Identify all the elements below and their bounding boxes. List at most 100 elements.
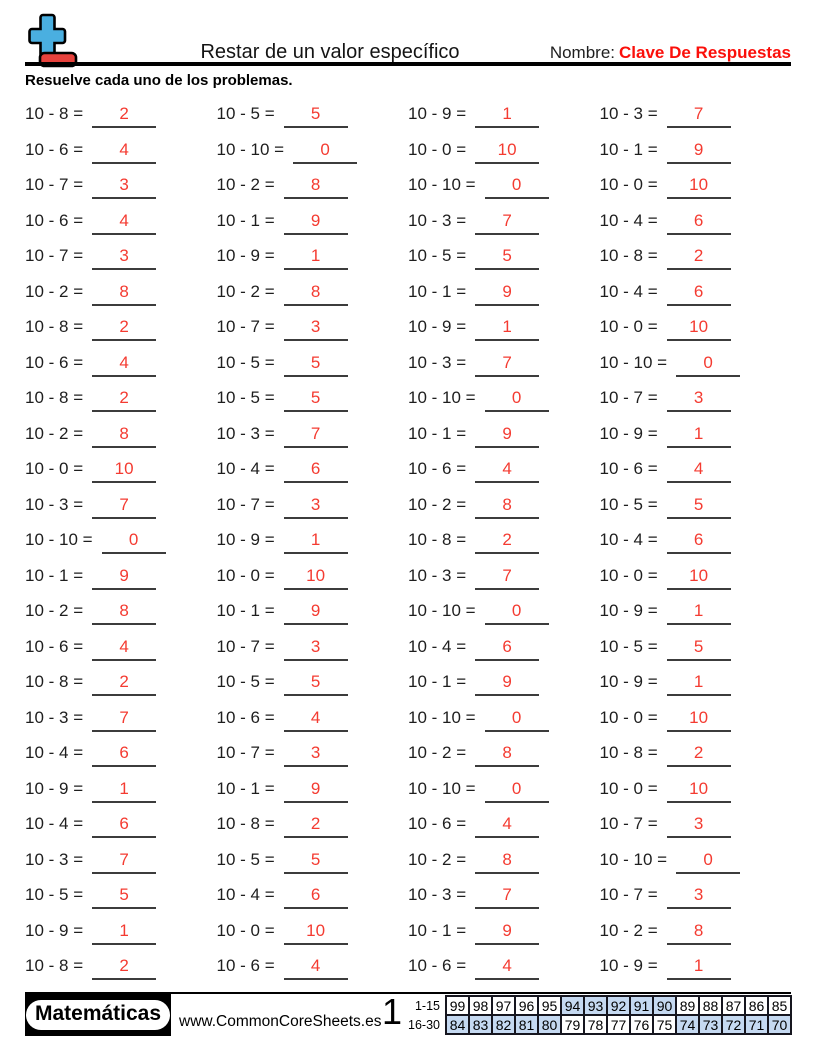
- answer-value: 2: [693, 246, 704, 266]
- answer-value: 8: [502, 849, 512, 869]
- answer-value: 7: [119, 494, 129, 514]
- answer-value: 2: [502, 530, 512, 550]
- problem-question: 10 - 6 =: [408, 814, 467, 834]
- answer-value: 8: [310, 281, 321, 301]
- problem: 10 - 0 = 10: [600, 309, 792, 345]
- problem: 10 - 8 = 2: [25, 380, 217, 416]
- problem: 10 - 10 = 0: [600, 345, 792, 381]
- score-cell: 86: [744, 995, 769, 1016]
- answer-value: 10: [306, 920, 326, 940]
- answer-value: 1: [119, 920, 129, 940]
- answer-value: 7: [502, 885, 512, 905]
- answer-line: 0: [676, 851, 741, 874]
- answer-value: 4: [310, 956, 321, 976]
- instruction-text: Resuelve cada uno de los problemas.: [25, 72, 293, 89]
- answer-value: 5: [693, 494, 704, 514]
- problem-question: 10 - 1 =: [216, 601, 275, 621]
- answer-value: 9: [119, 565, 129, 585]
- problem: 10 - 8 = 2: [25, 309, 217, 345]
- answer-line: 4: [475, 957, 540, 981]
- problem-question: 10 - 4 =: [25, 743, 84, 763]
- answer-value: 3: [310, 317, 321, 337]
- problem-question: 10 - 3 =: [408, 352, 467, 372]
- answer-value: 7: [119, 707, 129, 727]
- problem: 10 - 5 = 5: [408, 238, 600, 274]
- answer-value: 6: [693, 281, 704, 301]
- answer-value: 1: [502, 104, 512, 123]
- answer-value: 5: [119, 885, 129, 905]
- answer-value: 8: [693, 920, 704, 940]
- problem-question: 10 - 3 =: [599, 104, 658, 123]
- problem: 10 - 5 = 5: [217, 345, 409, 381]
- answer-value: 7: [502, 210, 512, 230]
- score-cell: 94: [560, 995, 585, 1016]
- answer-line: 7: [92, 851, 157, 874]
- answer-line: 1: [475, 318, 540, 342]
- problem: 10 - 7 = 3: [25, 238, 217, 274]
- score-cell: 82: [491, 1014, 516, 1035]
- problem-question: 10 - 10 =: [408, 601, 476, 621]
- score-row: 1-15 99 98 97 96 95 94 93 92 91 90 89 88 87 86 85: [408, 995, 792, 1016]
- answer-line: 3: [666, 389, 731, 413]
- answer-line: 3: [666, 814, 731, 839]
- answer-value: 0: [511, 601, 522, 621]
- answer-value: 5: [310, 672, 321, 692]
- answer-line: 3: [283, 496, 348, 519]
- problem: 10 - 5 = 5: [600, 629, 792, 665]
- answer-line: 5: [666, 494, 731, 519]
- answer-line: 1: [666, 957, 731, 981]
- answer-value: 7: [502, 352, 512, 372]
- answer-value: 2: [119, 956, 129, 976]
- answer-line: 9: [475, 283, 540, 306]
- problem: 10 - 3 = 7: [408, 203, 600, 239]
- answer-value: 10: [689, 707, 709, 727]
- problem: 10 - 2 = 8: [600, 913, 792, 949]
- answer-value: 4: [119, 636, 129, 656]
- problem-question: 10 - 6 =: [25, 352, 84, 372]
- answer-value: 6: [119, 814, 129, 834]
- plus-icon: [28, 13, 67, 59]
- problem: 10 - 1 = 9: [217, 593, 409, 629]
- answer-value: 3: [693, 814, 704, 834]
- answer-value: 9: [693, 139, 704, 159]
- answer-value: 2: [310, 814, 321, 834]
- answer-line: 5: [283, 354, 348, 377]
- problem: 10 - 0 = 10: [600, 167, 792, 203]
- answer-value: 4: [502, 459, 512, 479]
- score-cell: 71: [744, 1014, 769, 1035]
- problem: 10 - 6 = 4: [408, 806, 600, 842]
- answer-line: 8: [475, 744, 540, 768]
- answer-line: 7: [92, 707, 157, 732]
- answer-value: 1: [119, 778, 129, 798]
- problem-question: 10 - 5 =: [599, 494, 658, 514]
- problem: 10 - 4 = 6: [25, 806, 217, 842]
- score-cell: 84: [445, 1014, 470, 1035]
- problem: 10 - 10 = 0: [408, 593, 600, 629]
- answer-value: 9: [310, 601, 321, 621]
- problem-question: 10 - 2 =: [216, 175, 275, 195]
- problem-question: 10 - 0 =: [408, 139, 467, 159]
- problem-question: 10 - 8 =: [25, 672, 84, 692]
- answer-line: 2: [92, 105, 157, 128]
- answer-line: 6: [283, 460, 348, 484]
- problem-question: 10 - 0 =: [216, 920, 275, 940]
- answer-line: 8: [283, 281, 348, 306]
- answer-value: 1: [310, 530, 321, 550]
- answer-line: 1: [666, 673, 731, 697]
- answer-line: 8: [283, 176, 348, 200]
- problem-question: 10 - 1 =: [408, 281, 467, 301]
- problem-question: 10 - 0 =: [599, 175, 658, 195]
- answer-line: 9: [475, 922, 540, 945]
- answer-value: 4: [310, 707, 321, 727]
- problem: 10 - 9 = 1: [217, 238, 409, 274]
- problem-question: 10 - 6 =: [408, 956, 467, 976]
- score-cell: 93: [583, 995, 608, 1016]
- problem-question: 10 - 4 =: [599, 210, 658, 230]
- answer-line: 0: [676, 354, 741, 377]
- score-cell: 70: [767, 1014, 792, 1035]
- score-cell: 91: [629, 995, 654, 1016]
- problem-question: 10 - 7 =: [25, 246, 84, 266]
- header-divider: [25, 62, 791, 66]
- answer-value: 7: [693, 104, 704, 123]
